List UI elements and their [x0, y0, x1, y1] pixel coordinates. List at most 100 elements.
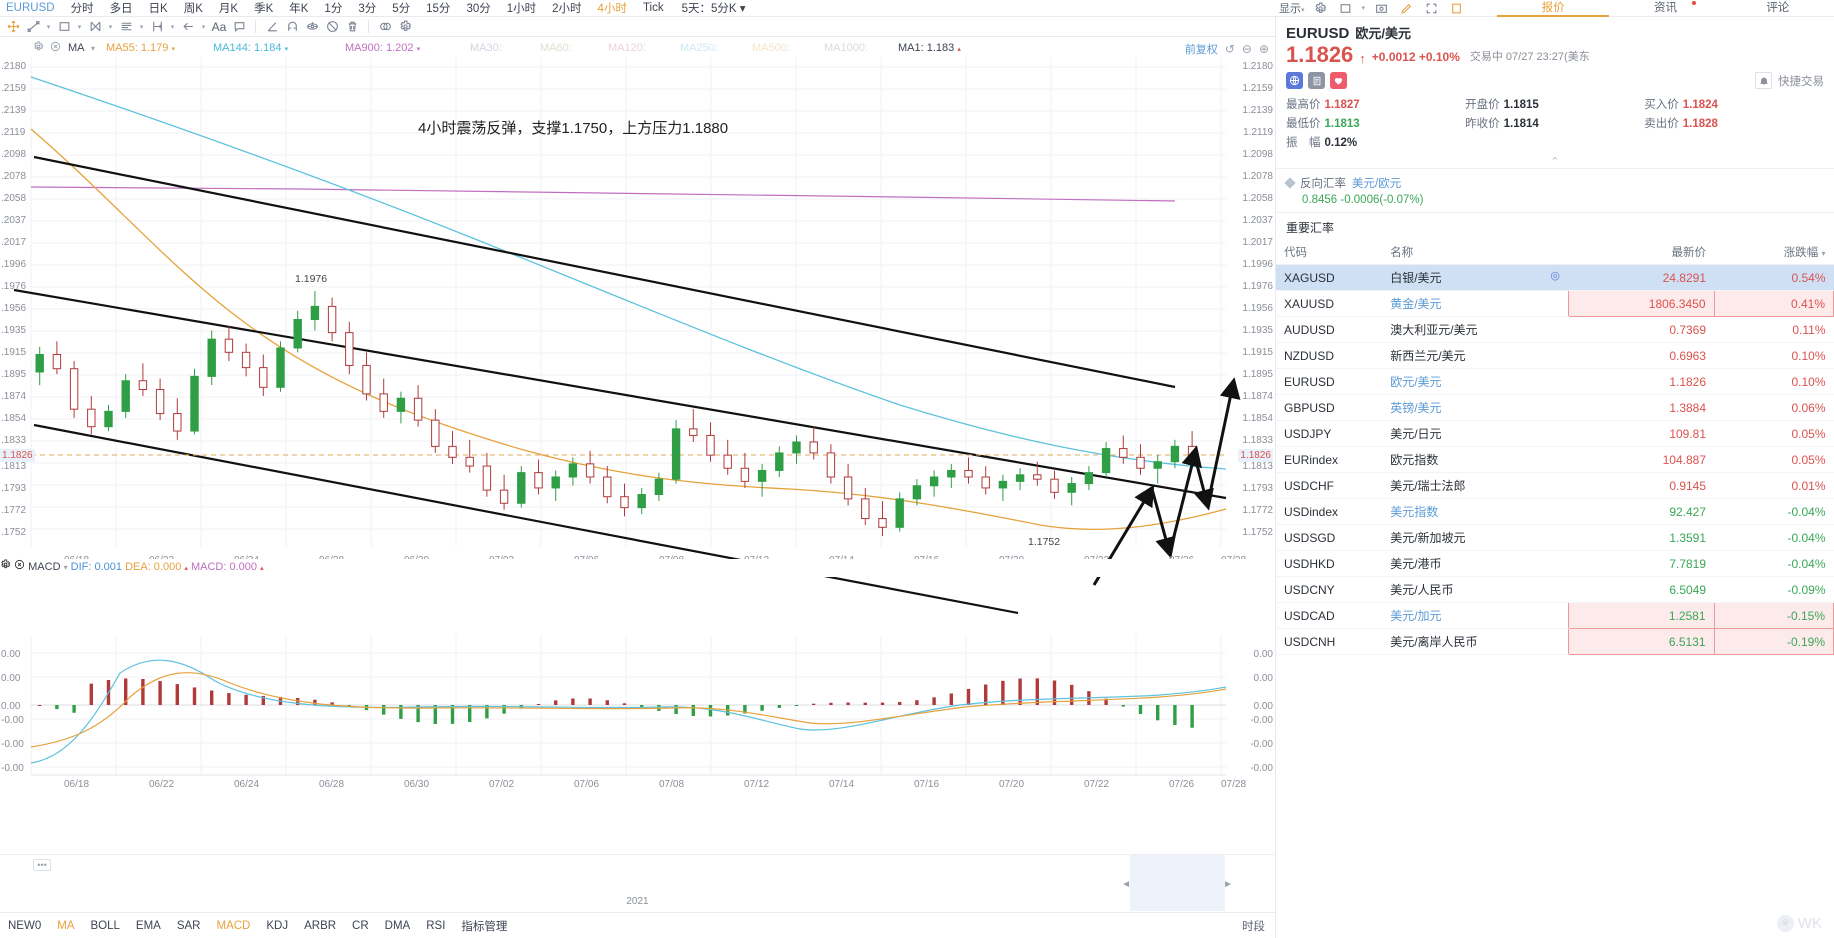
period-30min[interactable]: 30分 [466, 3, 491, 15]
table-row[interactable]: USDJPY 美元/日元 109.81 0.05% [1276, 420, 1834, 447]
rate-code[interactable]: USDHKD [1276, 550, 1383, 577]
eye-icon[interactable]: ◎ [1550, 270, 1561, 282]
chevron-down-icon[interactable]: ▾ [1361, 5, 1366, 12]
rectangle-shape-icon[interactable] [55, 18, 73, 36]
col-price[interactable]: 最新价 [1568, 240, 1715, 265]
period-3min[interactable]: 3分 [358, 3, 377, 15]
indicator-cr[interactable]: CR [352, 919, 369, 932]
zoom-out-icon[interactable]: ⊖ [1241, 42, 1252, 56]
overview-selection-window[interactable] [1130, 855, 1225, 911]
chart-area[interactable]: 1.2180 1.2159 1.2139 1.2119 1.2098 1.207… [0, 57, 1275, 938]
display-dropdown[interactable]: 显示▾ [1279, 3, 1305, 15]
ma500-value[interactable]: MA500: [752, 42, 790, 54]
notes-icon[interactable] [1308, 72, 1325, 89]
rate-code[interactable]: NZDUSD [1276, 342, 1383, 369]
comment-bubble-icon[interactable] [230, 18, 248, 36]
period-duori[interactable]: 多日 [109, 3, 133, 15]
indicator-settings-icon[interactable] [33, 41, 44, 55]
period-1min[interactable]: 1分 [324, 3, 343, 15]
panel-toggle-icon[interactable] [1447, 0, 1465, 17]
table-row[interactable]: USDindex 美元指数 92.427 -0.04% [1276, 498, 1834, 525]
delete-drawings-icon[interactable] [343, 18, 361, 36]
range-overview-bar[interactable]: ••• ◄ ► 2021 [0, 854, 1275, 911]
screenshot-icon[interactable] [1372, 0, 1390, 17]
indicator-macd[interactable]: MACD [216, 919, 251, 932]
ma1-value[interactable]: MA1: 1.183 ▴ [898, 42, 961, 54]
measure-icon[interactable] [148, 18, 166, 36]
rate-name[interactable]: 黄金/美元 [1382, 290, 1569, 317]
table-row[interactable]: USDSGD 美元/新加坡元 1.3591 -0.04% [1276, 524, 1834, 551]
indicator-new0[interactable]: NEW0 [8, 919, 42, 932]
ma250-value[interactable]: MA250: [680, 42, 718, 54]
ma1000-value[interactable]: MA1000: [824, 42, 869, 54]
tab-news[interactable]: 资讯 [1609, 0, 1721, 17]
favorite-heart-icon[interactable] [1330, 72, 1347, 89]
k-range-selector[interactable]: 5天：5分K ▾ [681, 3, 746, 15]
pencil-icon[interactable] [1397, 0, 1415, 17]
globe-icon[interactable] [1286, 72, 1303, 89]
indicator-close-icon[interactable] [50, 41, 61, 55]
ma30-value[interactable]: MA30: [470, 42, 502, 54]
trendline-icon[interactable] [24, 18, 42, 36]
settings-gear-icon[interactable] [396, 18, 414, 36]
ma55-value[interactable]: MA55: 1.179 ▾ [106, 42, 175, 54]
overview-right-arrow-icon[interactable]: ► [1223, 879, 1233, 890]
col-change[interactable]: 涨跌幅 ▾ [1714, 240, 1834, 265]
quick-trade-button[interactable]: 快捷交易 [1778, 75, 1824, 88]
rate-name[interactable]: 英镑/美元 [1382, 394, 1569, 421]
indicator-boll[interactable]: BOLL [90, 919, 120, 932]
rate-code[interactable]: USDSGD [1276, 524, 1383, 551]
period-dayk[interactable]: 日K [148, 3, 168, 15]
rate-name[interactable]: 美元/加元 [1382, 602, 1569, 629]
col-code[interactable]: 代码 [1276, 240, 1383, 265]
period-1hour[interactable]: 1小时 [506, 3, 537, 15]
rate-name[interactable]: 美元/离岸人民币 [1382, 628, 1569, 655]
inverse-rate-pair[interactable]: 美元/欧元 [1352, 178, 1402, 190]
macd-name[interactable]: MACD [28, 561, 61, 573]
chevron-down-icon[interactable]: ▾ [170, 23, 175, 31]
gear-icon[interactable] [1312, 0, 1330, 17]
rate-name[interactable]: 美元指数 [1382, 498, 1569, 525]
chevron-down-icon[interactable]: ▾ [108, 23, 113, 31]
rate-name[interactable]: 白银/美元 ◎ [1382, 264, 1569, 291]
text-tool-icon[interactable]: Aa [211, 19, 227, 34]
fullscreen-icon[interactable] [1422, 0, 1440, 17]
rate-code[interactable]: XAUUSD [1276, 290, 1383, 317]
arrow-icon[interactable] [179, 18, 197, 36]
chevron-down-icon[interactable]: ▾ [63, 563, 68, 572]
magnet-icon[interactable] [283, 18, 301, 36]
indicator-arbr[interactable]: ARBR [304, 919, 337, 932]
macd-settings-icon[interactable] [0, 559, 14, 573]
period-15min[interactable]: 15分 [426, 3, 451, 15]
reset-zoom-icon[interactable]: ↺ [1224, 42, 1235, 56]
rate-code[interactable]: USDCHF [1276, 472, 1383, 499]
rate-name[interactable]: 美元/新加坡元 [1382, 524, 1569, 551]
period-5min[interactable]: 5分 [392, 3, 411, 15]
period-weekk[interactable]: 周K [183, 3, 203, 15]
rate-code[interactable]: EURindex [1276, 446, 1383, 473]
rate-name[interactable]: 欧元指数 [1382, 446, 1569, 473]
overview-left-arrow-icon[interactable]: ◄ [1121, 879, 1131, 890]
rate-code[interactable]: USDJPY [1276, 420, 1383, 447]
macd-close-icon[interactable] [14, 559, 28, 573]
alert-bell-icon[interactable] [1755, 72, 1772, 89]
indicator-sar[interactable]: SAR [176, 919, 201, 932]
lock-draw-icon[interactable] [303, 18, 321, 36]
tab-quote[interactable]: 报价 [1497, 0, 1610, 17]
table-row[interactable]: EURUSD 欧元/美元 1.1826 0.10% [1276, 368, 1834, 395]
hide-drawings-icon[interactable] [323, 18, 341, 36]
indicator-manage[interactable]: 指标管理 [461, 920, 508, 933]
chevron-down-icon[interactable]: ▾ [201, 23, 206, 31]
indicator-rsi[interactable]: RSI [426, 919, 446, 932]
rate-name[interactable]: 新西兰元/美元 [1382, 342, 1569, 369]
angle-icon[interactable] [263, 18, 281, 36]
rate-code[interactable]: AUDUSD [1276, 316, 1383, 343]
chevron-down-icon[interactable]: ▾ [91, 44, 96, 53]
chart-canvas[interactable] [0, 57, 1275, 938]
chevron-down-icon[interactable]: ▾ [77, 23, 82, 31]
rate-code[interactable]: USDCNY [1276, 576, 1383, 603]
period-fenshi[interactable]: 分时 [70, 3, 94, 15]
rate-name[interactable]: 欧元/美元 [1382, 368, 1569, 395]
indicator-kdj[interactable]: KDJ [266, 919, 289, 932]
session-label[interactable]: 时段 [1242, 920, 1265, 933]
